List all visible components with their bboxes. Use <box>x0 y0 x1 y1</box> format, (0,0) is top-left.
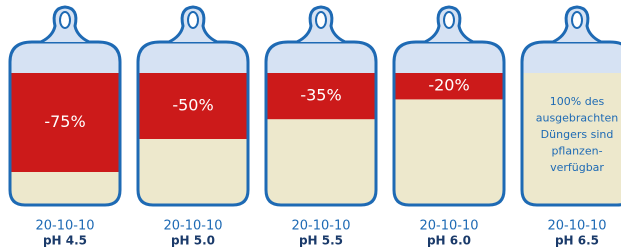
annotation-line: verfügbar <box>550 161 604 174</box>
bag-top <box>522 40 621 73</box>
category-label: pH 5.5 <box>299 234 343 248</box>
category-label: pH 5.0 <box>171 234 215 248</box>
value-label: -75% <box>44 112 85 131</box>
product-label: 20-10-10 <box>547 219 606 234</box>
category-label: pH 4.5 <box>43 234 87 248</box>
annotation-line: Düngers sind <box>541 128 614 141</box>
annotation-line: 100% des <box>550 95 605 108</box>
handle-hole <box>572 12 582 28</box>
value-label: -50% <box>172 96 213 115</box>
handle-hole <box>60 12 70 28</box>
page: {"chart_data": {"type": "bag", "categori… <box>0 0 621 249</box>
handle-hole <box>188 12 198 28</box>
product-label: 20-10-10 <box>291 219 350 234</box>
bag <box>394 40 504 205</box>
bag <box>266 40 376 205</box>
category-label: pH 6.0 <box>427 234 471 248</box>
annotation-line: pflanzen- <box>551 145 602 158</box>
bag-top <box>266 40 376 73</box>
chart: -75%20-10-10pH 4.5-50%20-10-10pH 5.0-35%… <box>0 0 621 249</box>
product-label: 20-10-10 <box>163 219 222 234</box>
bag-top <box>394 40 504 73</box>
value-label: -35% <box>300 86 341 105</box>
value-label: -20% <box>428 76 469 95</box>
bag-top <box>10 40 120 73</box>
annotation-line: ausgebrachten <box>536 112 619 125</box>
product-label: 20-10-10 <box>419 219 478 234</box>
bag-top <box>138 40 248 73</box>
bag <box>138 40 248 205</box>
category-label: pH 6.5 <box>555 234 599 248</box>
product-label: 20-10-10 <box>35 219 94 234</box>
handle-hole <box>444 12 454 28</box>
handle-hole <box>316 12 326 28</box>
